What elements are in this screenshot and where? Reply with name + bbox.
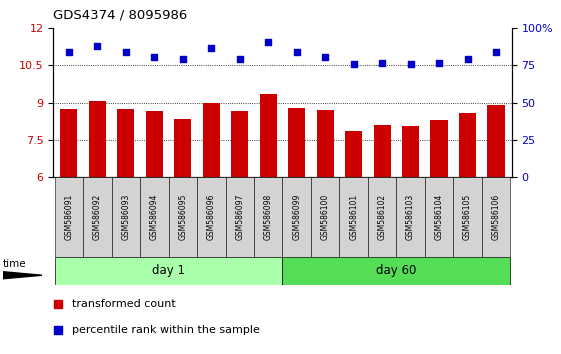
Bar	[430, 120, 448, 177]
Point	[121, 49, 130, 55]
Bar	[345, 131, 362, 177]
Bar	[339, 177, 368, 257]
Point	[178, 56, 187, 61]
Bar	[55, 257, 282, 285]
Text: GDS4374 / 8095986: GDS4374 / 8095986	[53, 9, 187, 22]
Text: GSM586104: GSM586104	[435, 194, 444, 240]
Bar	[402, 126, 419, 177]
Bar	[61, 109, 77, 177]
Bar	[226, 177, 254, 257]
Bar	[368, 177, 396, 257]
Point	[435, 60, 444, 66]
Bar	[140, 177, 169, 257]
Text: day 60: day 60	[376, 264, 416, 277]
Point	[321, 54, 330, 59]
Bar	[311, 177, 339, 257]
Text: GSM586091: GSM586091	[65, 194, 73, 240]
Bar	[482, 177, 510, 257]
Bar	[203, 103, 220, 177]
Text: GSM586094: GSM586094	[150, 194, 159, 240]
Bar	[260, 94, 277, 177]
Bar	[169, 177, 197, 257]
Point	[406, 61, 415, 67]
Bar	[146, 111, 163, 177]
Point	[349, 61, 358, 67]
Text: GSM586096: GSM586096	[207, 194, 216, 240]
Bar	[488, 105, 504, 177]
Text: GSM586105: GSM586105	[463, 194, 472, 240]
Bar	[55, 177, 83, 257]
Text: day 1: day 1	[152, 264, 185, 277]
Bar	[254, 177, 282, 257]
Point	[264, 39, 273, 45]
Text: GSM586095: GSM586095	[178, 194, 187, 240]
Text: GSM586093: GSM586093	[121, 194, 130, 240]
Text: GSM586097: GSM586097	[235, 194, 244, 240]
Point	[320, 161, 329, 167]
Bar	[174, 119, 191, 177]
Point	[463, 56, 472, 61]
Text: GSM586101: GSM586101	[349, 194, 358, 240]
Bar	[316, 110, 334, 177]
Point	[207, 45, 216, 51]
Bar	[425, 177, 453, 257]
Text: GSM586103: GSM586103	[406, 194, 415, 240]
Bar	[197, 177, 226, 257]
Point	[378, 60, 387, 66]
Bar	[396, 177, 425, 257]
Text: GSM586102: GSM586102	[378, 194, 387, 240]
Bar	[83, 177, 112, 257]
Text: transformed count: transformed count	[72, 299, 176, 309]
Bar	[453, 177, 482, 257]
Polygon shape	[3, 272, 42, 279]
Bar	[112, 177, 140, 257]
Point	[65, 49, 73, 55]
Text: GSM586098: GSM586098	[264, 194, 273, 240]
Bar	[459, 113, 476, 177]
Bar	[288, 108, 305, 177]
Text: percentile rank within the sample: percentile rank within the sample	[72, 325, 260, 335]
Point	[93, 43, 102, 48]
Point	[235, 56, 244, 61]
Bar	[231, 111, 249, 177]
Bar	[282, 257, 510, 285]
Text: GSM586099: GSM586099	[292, 194, 301, 240]
Point	[292, 49, 301, 55]
Text: GSM586106: GSM586106	[491, 194, 500, 240]
Point	[150, 54, 159, 59]
Text: GSM586092: GSM586092	[93, 194, 102, 240]
Bar	[117, 109, 135, 177]
Point	[491, 49, 500, 55]
Bar	[282, 177, 311, 257]
Text: time: time	[3, 259, 26, 269]
Text: GSM586100: GSM586100	[321, 194, 330, 240]
Bar	[374, 125, 390, 177]
Bar	[89, 101, 106, 177]
